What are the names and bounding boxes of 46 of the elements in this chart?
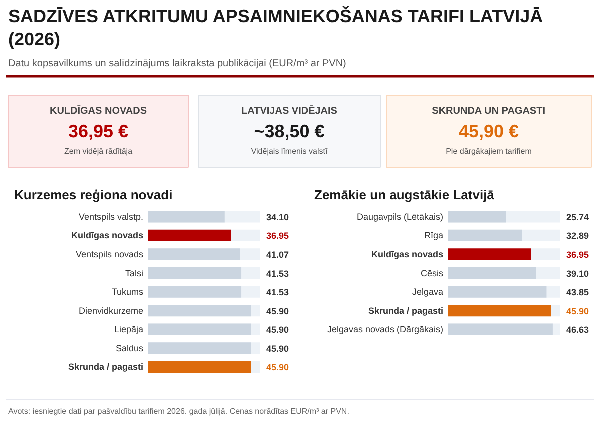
data-label: 34.10 xyxy=(266,212,290,222)
y-tick-label: Ventspils novads xyxy=(76,249,144,260)
text: Avots: iesniegtie dati par pašvaldību tarifiem 2026. gada jūlijā. Cenas norādītas EUR/m³ ar PVN. xyxy=(8,407,350,416)
text: SKRUNDA UN PAGASTI xyxy=(432,106,546,117)
y-tick-label: Jelgavas novads (Dārgākais) xyxy=(327,324,444,335)
chart-title: Kurzemes reģiona novadi xyxy=(14,188,173,202)
text: Datu kopsavilkums un salīdzinājums laikraksta publikācijai (EUR/m³ ar PVN) xyxy=(8,58,346,70)
text: Pie dārgākajiem tarifiem xyxy=(446,147,532,156)
data-label: 45.90 xyxy=(266,325,290,336)
y-tick-label: Jelgava xyxy=(412,287,444,298)
text: 36,95 € xyxy=(68,122,129,142)
y-tick-label: Daugavpils (Lētākais) xyxy=(356,212,444,222)
text: KULDĪGAS NOVADS xyxy=(50,105,148,117)
text: 45,90 € xyxy=(458,122,520,142)
data-label: 45.90 xyxy=(266,362,290,373)
data-label: 39.10 xyxy=(566,268,590,279)
y-tick-label: Saldus xyxy=(116,343,144,354)
chart-title: Zemākie un augstākie Latvijā xyxy=(314,188,496,202)
y-tick-label: Talsi xyxy=(125,268,144,278)
data-label: 45.90 xyxy=(566,306,590,316)
data-label: 45.90 xyxy=(266,344,290,354)
y-tick-label: Kuldīgas novads xyxy=(71,230,144,241)
y-tick-label: Skrunda / pagasti xyxy=(68,362,144,372)
data-label: 45.90 xyxy=(266,306,290,316)
y-tick-label: Cēsis xyxy=(420,268,444,278)
text: Zem vidējā rādītāja xyxy=(64,147,134,156)
y-tick-label: Dienvidkurzeme xyxy=(78,306,144,316)
data-label: 41.53 xyxy=(266,268,290,279)
y-tick-label: Liepāja xyxy=(114,324,144,335)
data-label: 46.63 xyxy=(566,325,590,336)
data-label: 41.53 xyxy=(266,288,290,298)
text: ~38,50 € xyxy=(254,122,325,142)
data-label: 36.95 xyxy=(566,250,590,260)
y-tick-label: Rīga xyxy=(424,230,444,241)
y-tick-label: Tukums xyxy=(112,287,144,298)
data-label: 36.95 xyxy=(266,231,290,242)
text: LATVIJAS VIDĒJAIS xyxy=(242,105,338,117)
text: Vidējais līmenis valstī xyxy=(251,147,328,156)
data-label: 41.07 xyxy=(266,250,290,260)
y-tick-label: Ventspils valstp. xyxy=(78,212,144,222)
y-tick-label: Skrunda / pagasti xyxy=(368,306,444,316)
data-label: 43.85 xyxy=(566,288,590,298)
text: SADZĪVES ATKRITUMU APSAIMNIEKOŠANAS TARIFI LATVIJĀ (2026) xyxy=(8,6,544,50)
data-label: 32.89 xyxy=(566,231,590,242)
y-tick-label: Kuldīgas novads xyxy=(371,249,444,260)
data-label: 25.74 xyxy=(566,212,590,222)
